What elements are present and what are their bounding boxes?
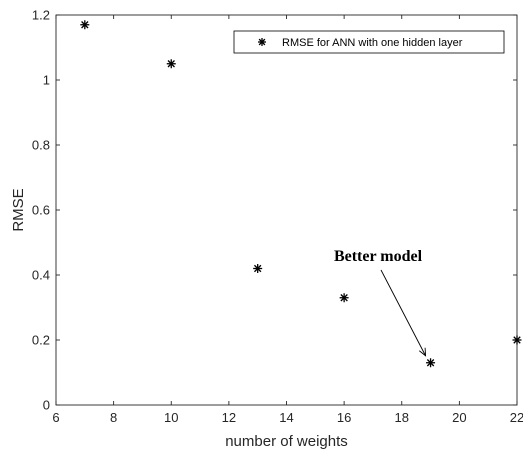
data-point bbox=[253, 264, 263, 273]
y-tick-label: 0.8 bbox=[32, 138, 50, 153]
y-tick-label: 0.6 bbox=[32, 203, 50, 218]
y-tick-label: 1 bbox=[43, 73, 50, 88]
x-tick-label: 6 bbox=[52, 410, 59, 425]
legend: RMSE for ANN with one hidden layer bbox=[233, 30, 505, 54]
y-axis-label: RMSE bbox=[10, 188, 27, 231]
annotation-text: Better model bbox=[334, 248, 423, 265]
plot-area bbox=[56, 15, 517, 405]
data-points bbox=[80, 20, 522, 368]
y-axis-ticks: 0 0.2 0.4 0.6 0.8 1 1.2 bbox=[32, 8, 517, 413]
x-tick-label: 18 bbox=[395, 410, 409, 425]
legend-entry: RMSE for ANN with one hidden layer bbox=[282, 37, 463, 49]
legend-box bbox=[233, 30, 505, 54]
x-tick-label: 14 bbox=[279, 410, 293, 425]
x-tick-label: 22 bbox=[510, 410, 523, 425]
y-tick-label: 0.2 bbox=[32, 333, 50, 348]
annotation-arrowhead bbox=[419, 347, 427, 357]
annotation-arrow bbox=[380, 269, 426, 356]
y-tick-label: 0.4 bbox=[32, 268, 50, 283]
x-tick-label: 10 bbox=[164, 410, 178, 425]
data-point bbox=[166, 59, 176, 69]
x-axis-ticks: 6 8 10 12 14 16 18 20 22 bbox=[52, 15, 523, 425]
x-tick-label: 8 bbox=[110, 410, 117, 425]
x-tick-label: 12 bbox=[222, 410, 236, 425]
annotation: Better model bbox=[334, 248, 427, 357]
x-tick-label: 16 bbox=[337, 410, 351, 425]
y-tick-label: 1.2 bbox=[32, 8, 50, 23]
data-point bbox=[512, 335, 522, 345]
legend-marker-asterisk-icon bbox=[258, 38, 266, 46]
data-point bbox=[426, 358, 436, 368]
data-point bbox=[80, 20, 90, 30]
y-tick-label: 0 bbox=[43, 398, 50, 413]
data-point bbox=[339, 293, 349, 303]
x-tick-label: 20 bbox=[452, 410, 466, 425]
x-axis-label: number of weights bbox=[225, 433, 348, 450]
